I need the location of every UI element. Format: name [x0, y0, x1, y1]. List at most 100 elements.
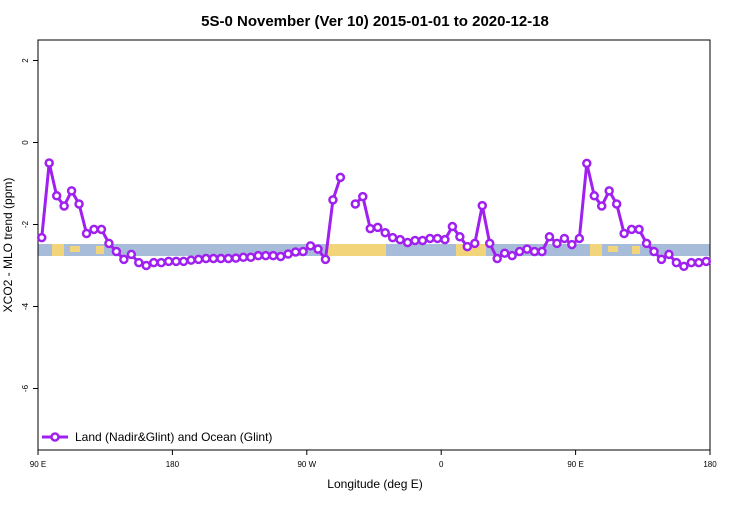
x-tick-label: 90 E	[30, 460, 46, 469]
point	[522, 244, 532, 254]
point	[664, 249, 674, 260]
point	[193, 254, 204, 265]
point	[186, 255, 196, 265]
point	[656, 254, 667, 265]
y-tick-label: 2	[21, 58, 30, 63]
point	[537, 246, 547, 257]
x-tick-label: 90 E	[567, 460, 583, 469]
point	[268, 250, 278, 261]
x-axis-label: Longitude (deg E)	[327, 477, 422, 491]
point	[686, 257, 697, 268]
point	[36, 232, 47, 243]
point	[365, 223, 376, 234]
x-tick-label: 180	[703, 460, 717, 469]
x-tick-label: 90 W	[297, 460, 316, 469]
land-patch	[608, 246, 618, 252]
point	[574, 233, 585, 244]
point	[141, 260, 152, 271]
point	[410, 235, 420, 246]
land-patch	[52, 244, 64, 256]
point	[455, 232, 465, 242]
point	[201, 253, 211, 264]
chart-title: 5S-0 November (Ver 10) 2015-01-01 to 202…	[201, 13, 549, 30]
land-patch	[326, 244, 386, 256]
point	[104, 238, 114, 249]
point	[596, 201, 607, 211]
point	[208, 253, 219, 264]
point	[514, 246, 525, 257]
point	[477, 200, 488, 211]
point	[492, 253, 502, 264]
point	[320, 254, 331, 265]
point	[290, 247, 301, 257]
point	[387, 232, 398, 243]
point	[679, 261, 689, 272]
legend-label: Land (Nadir&Glint) and Ocean (Glint)	[75, 430, 272, 444]
point	[231, 253, 241, 263]
point	[499, 248, 510, 258]
point	[507, 250, 517, 261]
point	[701, 256, 712, 267]
point	[395, 234, 405, 245]
point	[126, 249, 137, 260]
point	[119, 254, 129, 265]
point	[559, 233, 570, 244]
x-tick-label: 180	[166, 460, 180, 469]
land-patch	[96, 246, 104, 254]
point	[671, 257, 682, 268]
point	[552, 238, 562, 249]
point	[470, 238, 480, 249]
point	[611, 199, 622, 209]
point	[51, 191, 62, 201]
land-patch	[590, 244, 602, 256]
point	[298, 246, 308, 257]
point	[582, 158, 592, 169]
point	[380, 227, 390, 238]
point	[44, 158, 54, 168]
y-tick-label: -4	[21, 302, 30, 310]
point	[447, 221, 458, 232]
point	[604, 186, 614, 196]
land-patch	[70, 246, 80, 252]
point	[275, 251, 286, 262]
point	[238, 252, 249, 263]
point	[260, 250, 271, 261]
point	[350, 199, 361, 209]
point	[402, 237, 413, 248]
point	[89, 224, 99, 235]
point	[634, 224, 644, 235]
point	[372, 222, 383, 233]
point	[567, 239, 577, 250]
land-patch	[632, 246, 640, 254]
point	[156, 257, 166, 268]
x-tick-label: 0	[439, 460, 444, 469]
point	[440, 234, 450, 245]
point	[134, 257, 144, 268]
point	[313, 244, 323, 254]
point	[641, 238, 652, 249]
point	[59, 201, 69, 211]
point	[589, 191, 600, 201]
point	[305, 241, 316, 251]
point	[178, 256, 189, 267]
point	[328, 195, 338, 205]
point	[358, 191, 368, 202]
y-tick-label: 0	[21, 140, 30, 145]
point	[66, 186, 77, 196]
map-strip	[38, 244, 710, 256]
point	[246, 252, 256, 263]
point	[148, 257, 159, 268]
point	[163, 256, 174, 267]
point	[335, 172, 346, 183]
y-tick-label: -6	[21, 384, 30, 392]
point	[283, 249, 293, 259]
point	[111, 246, 122, 257]
point	[484, 238, 495, 249]
point	[626, 224, 637, 235]
point	[462, 241, 473, 252]
point	[216, 253, 226, 264]
point	[81, 228, 92, 239]
point	[74, 199, 84, 209]
point	[425, 233, 435, 244]
